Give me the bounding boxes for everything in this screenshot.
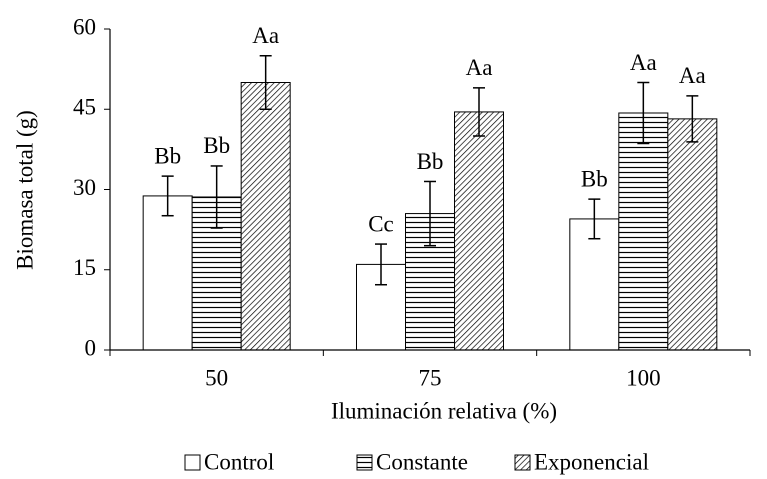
legend-label: Exponencial	[534, 449, 649, 474]
legend-swatch	[356, 454, 373, 471]
y-axis-title: Biomasa total (g)	[12, 110, 37, 270]
y-tick-label: 15	[73, 255, 96, 280]
y-tick-label: 30	[73, 175, 96, 200]
bar	[142, 195, 193, 351]
y-tick-label: 45	[73, 95, 96, 120]
x-tick-label: 50	[205, 365, 228, 390]
bar	[667, 118, 718, 351]
bar	[454, 111, 504, 351]
legend-label: Control	[204, 449, 274, 474]
bar-annotation: Aa	[252, 23, 279, 48]
bar-annotation: Bb	[417, 149, 444, 174]
x-axis-title: Iluminación relativa (%)	[331, 398, 557, 423]
y-tick-label: 60	[73, 14, 96, 39]
legend-swatch	[184, 454, 201, 471]
bar-annotation: Bb	[154, 143, 181, 168]
legend-swatch	[514, 454, 531, 471]
bar	[240, 82, 291, 351]
bar-annotation: Aa	[466, 55, 493, 80]
bar-annotation: Aa	[630, 50, 657, 75]
legend-label: Constante	[376, 449, 468, 474]
bar-annotation: Bb	[581, 166, 608, 191]
y-tick-label: 0	[85, 335, 97, 360]
x-tick-label: 100	[626, 365, 661, 390]
bar-annotation: Aa	[679, 63, 706, 88]
bar-annotation: Bb	[203, 133, 230, 158]
bar	[618, 112, 669, 351]
x-tick-label: 75	[419, 365, 442, 390]
bar-annotation: Cc	[368, 211, 394, 236]
